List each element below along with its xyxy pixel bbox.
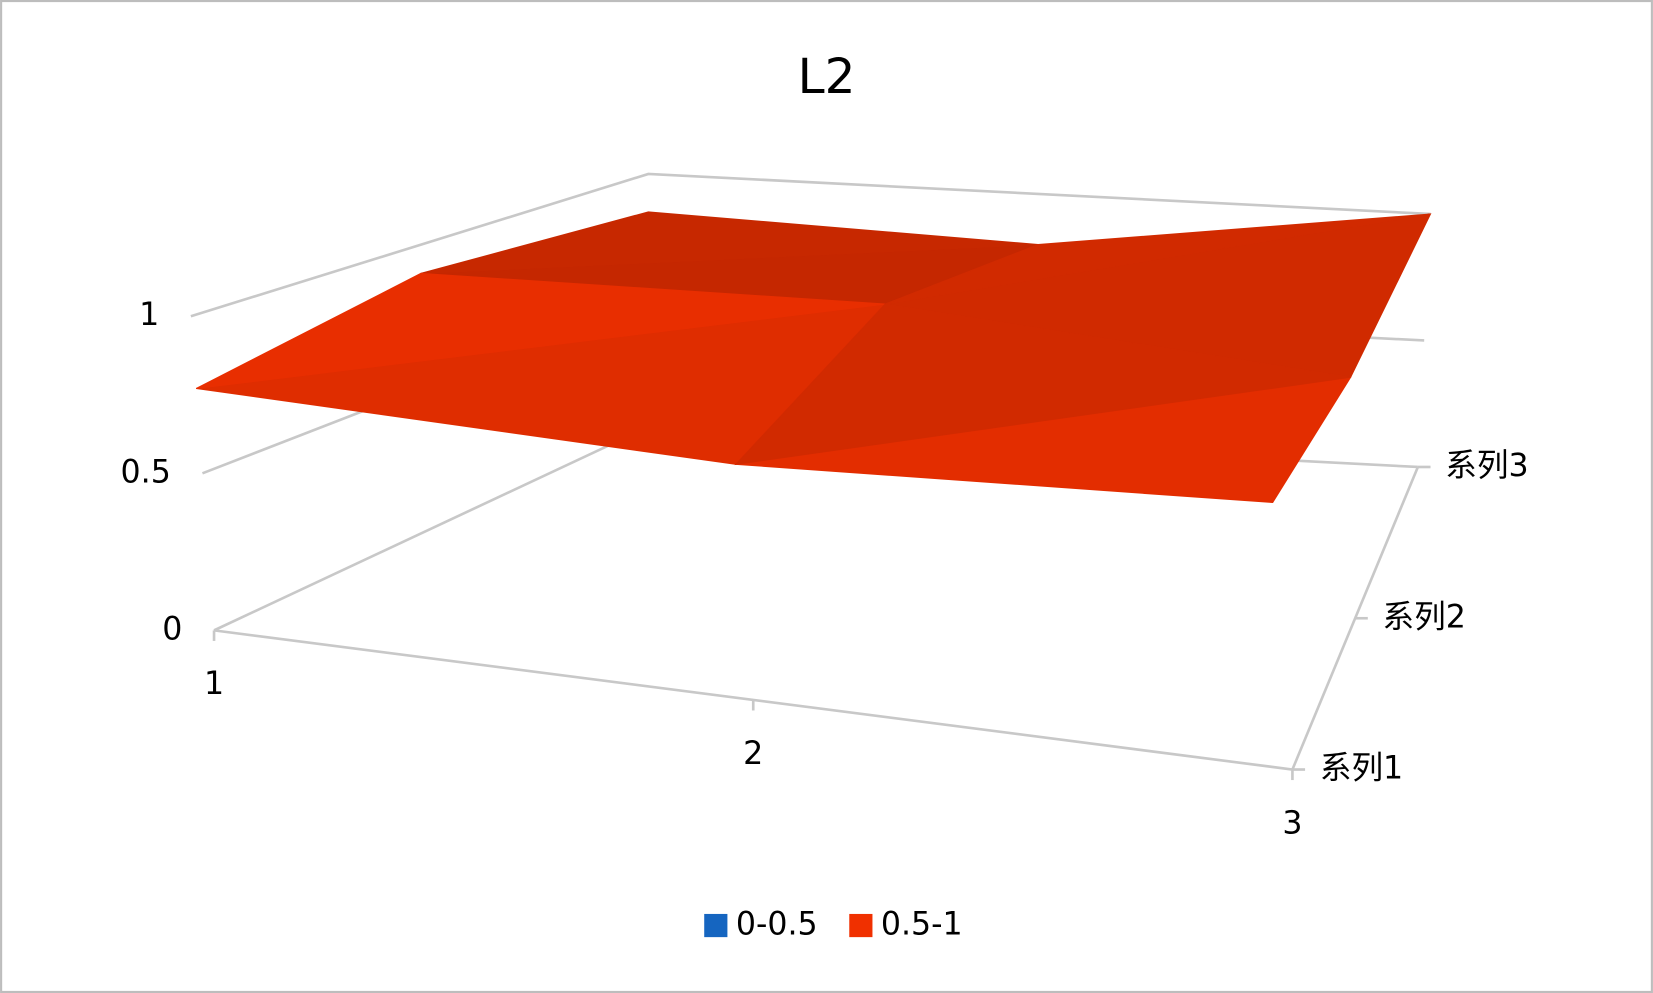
depth-tick-label: 系列3 [1445, 448, 1528, 484]
surface-facet [884, 213, 1431, 305]
z-tick-label: 0.5 [121, 454, 171, 490]
surface-facet [195, 272, 886, 390]
chart-title: L2 [798, 49, 856, 105]
legend-label: 0-0.5 [736, 907, 818, 943]
depth-tick-label: 系列1 [1320, 751, 1403, 787]
x-tick-label: 2 [743, 736, 763, 772]
grid-line [190, 172, 1431, 318]
x-tick-label: 3 [1282, 805, 1302, 841]
x-tick-label: 1 [204, 666, 224, 702]
z-tick-label: 0 [162, 611, 182, 647]
z-tick-label: 1 [139, 297, 159, 333]
surface-facet [420, 211, 1039, 274]
surface-facet [734, 303, 1351, 466]
legend-label: 0.5-1 [881, 907, 963, 943]
legend-swatch [704, 913, 728, 938]
legend-swatch [849, 913, 873, 938]
depth-tick-label: 系列2 [1383, 599, 1466, 635]
